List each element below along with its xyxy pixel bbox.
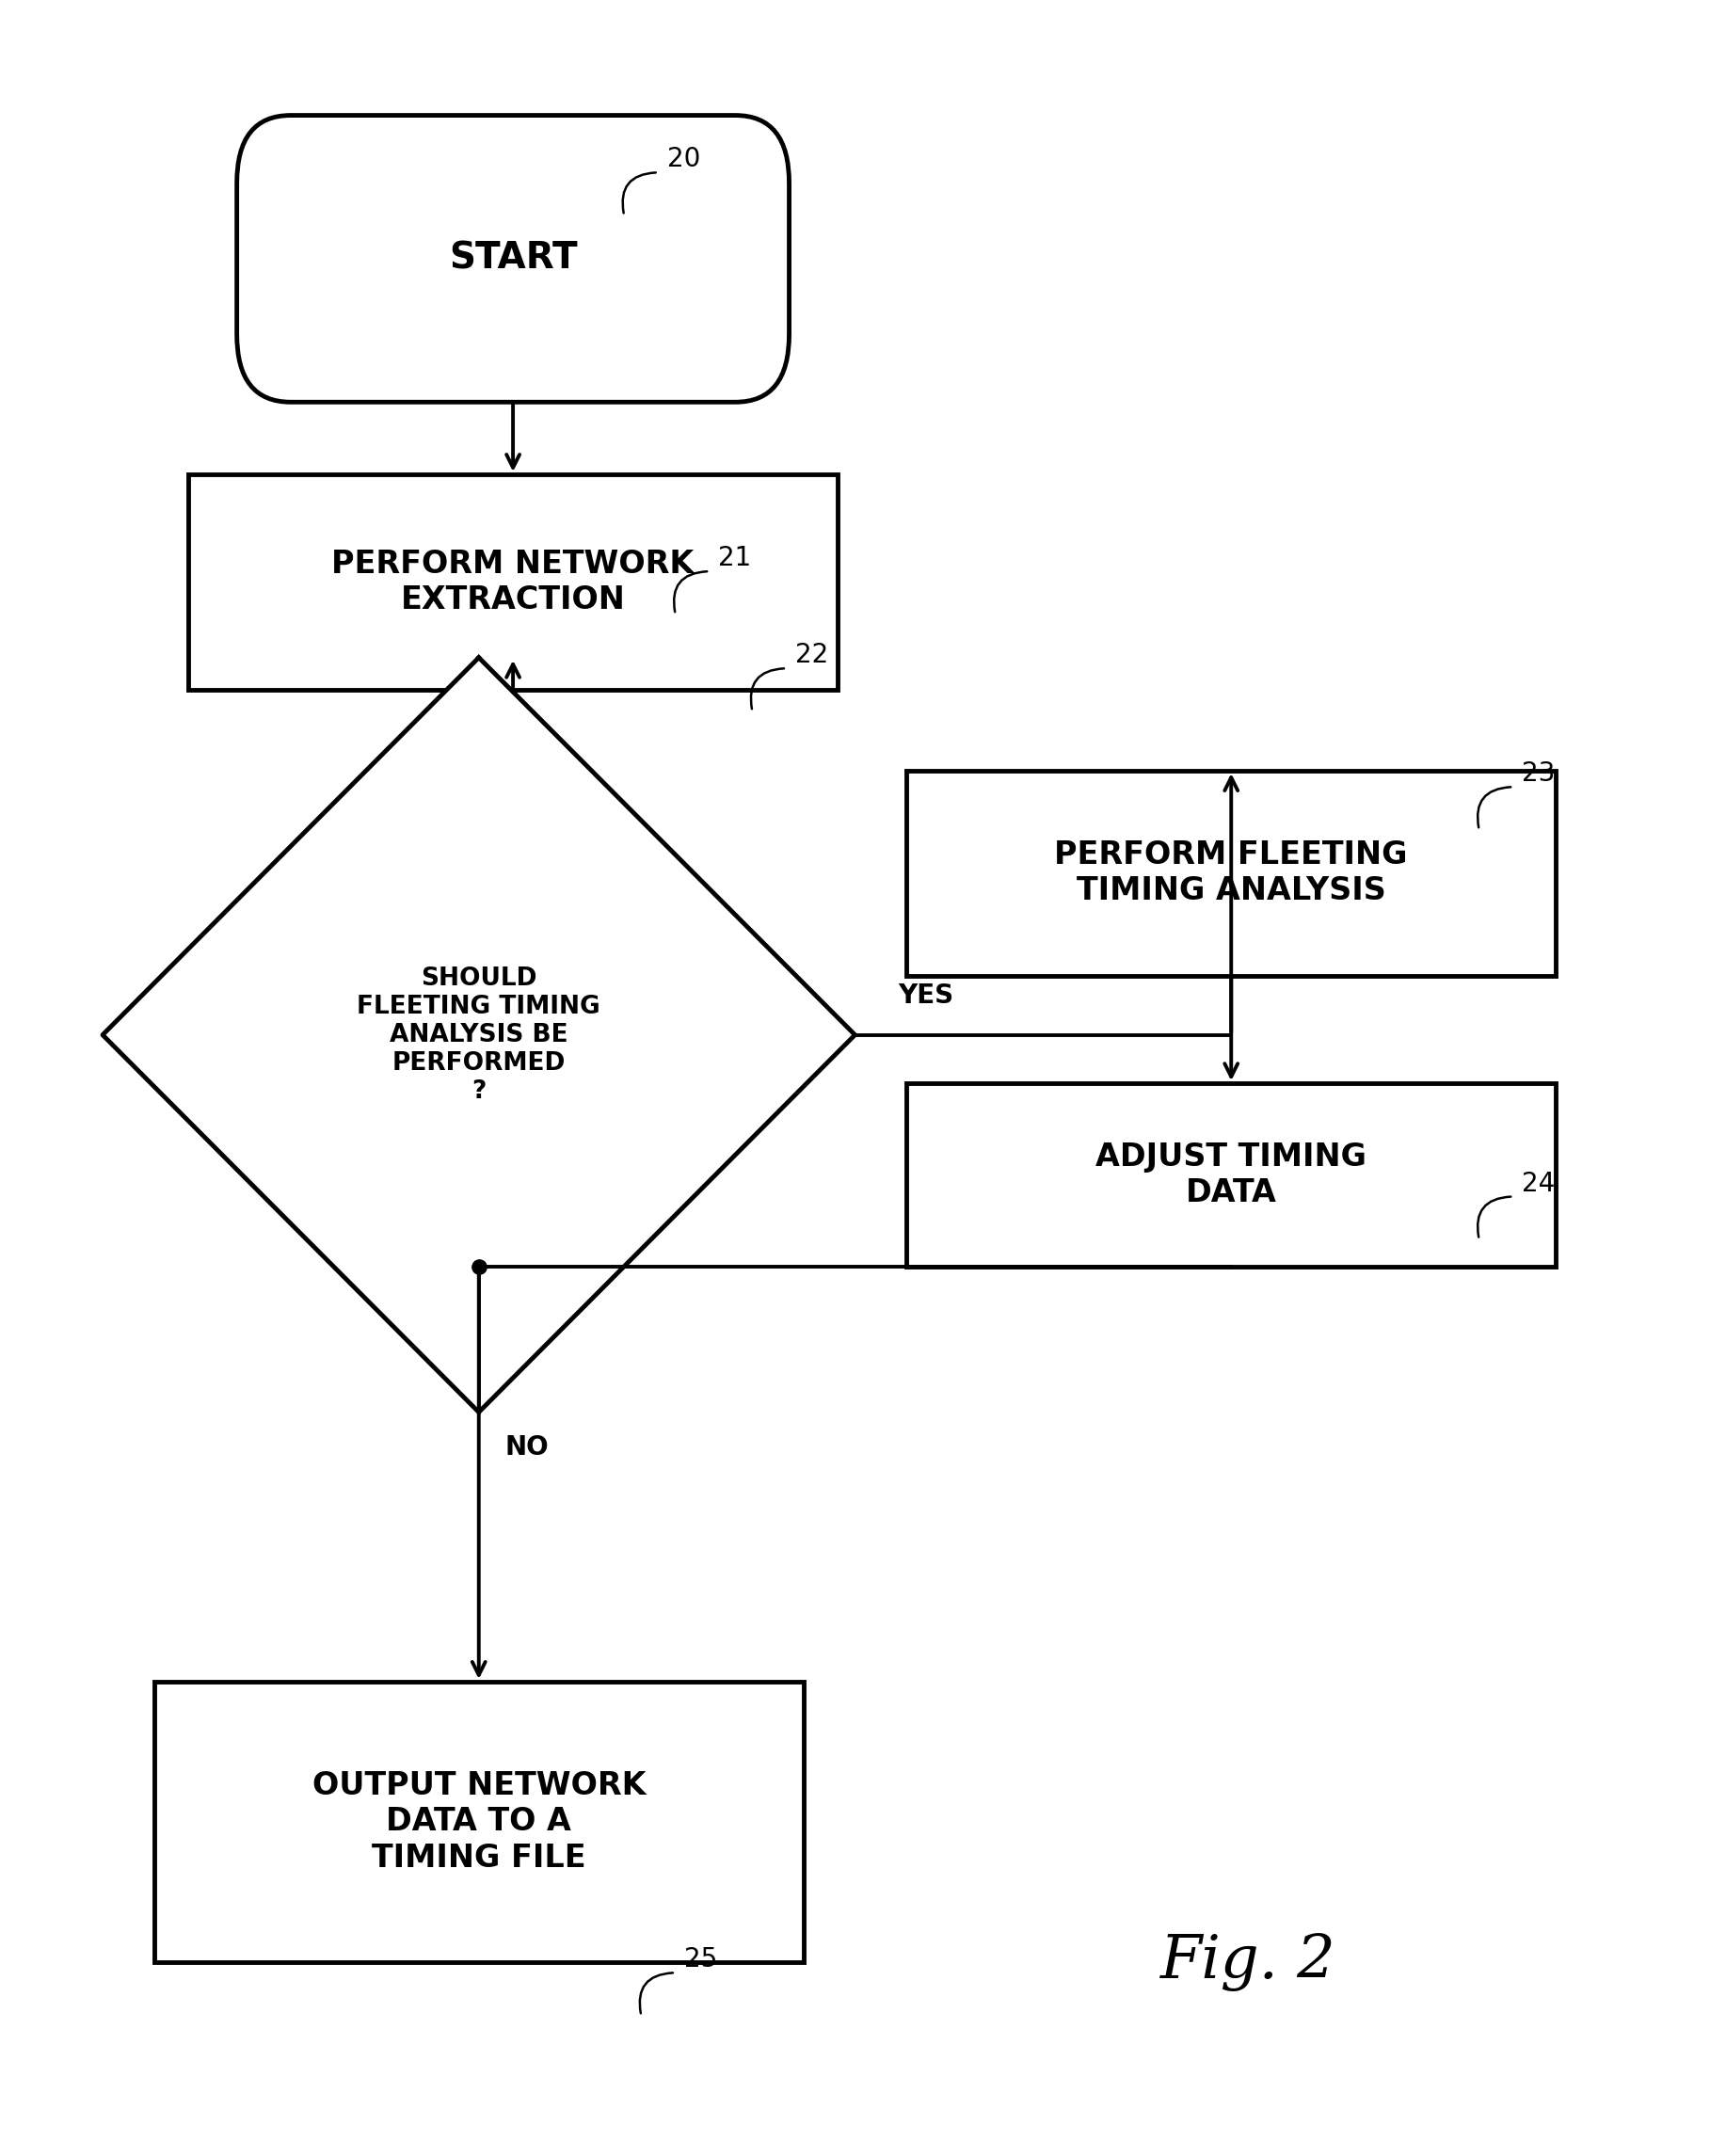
Text: PERFORM FLEETING
TIMING ANALYSIS: PERFORM FLEETING TIMING ANALYSIS [1055, 839, 1407, 908]
Text: 23: 23 [1522, 761, 1554, 787]
Bar [906, 1082, 1556, 1268]
Text: ADJUST TIMING
DATA: ADJUST TIMING DATA [1096, 1141, 1366, 1210]
Bar [906, 772, 1556, 975]
Text: 24: 24 [1522, 1171, 1554, 1197]
Text: 25: 25 [684, 1947, 716, 1973]
Text: START: START [448, 241, 578, 276]
Bar [188, 474, 838, 690]
Text: 21: 21 [718, 545, 751, 571]
Text: OUTPUT NETWORK
DATA TO A
TIMING FILE: OUTPUT NETWORK DATA TO A TIMING FILE [311, 1770, 646, 1874]
Text: 20: 20 [667, 147, 699, 172]
FancyBboxPatch shape [236, 114, 790, 401]
Text: NO: NO [504, 1434, 549, 1460]
Text: 22: 22 [795, 642, 828, 668]
Text: YES: YES [898, 983, 954, 1009]
Text: SHOULD
FLEETING TIMING
ANALYSIS BE
PERFORMED
?: SHOULD FLEETING TIMING ANALYSIS BE PERFO… [357, 966, 600, 1104]
Polygon shape [103, 658, 855, 1412]
Bar [154, 1682, 804, 1962]
Text: Fig. 2: Fig. 2 [1161, 1932, 1336, 1992]
Text: PERFORM NETWORK
EXTRACTION: PERFORM NETWORK EXTRACTION [332, 548, 694, 617]
